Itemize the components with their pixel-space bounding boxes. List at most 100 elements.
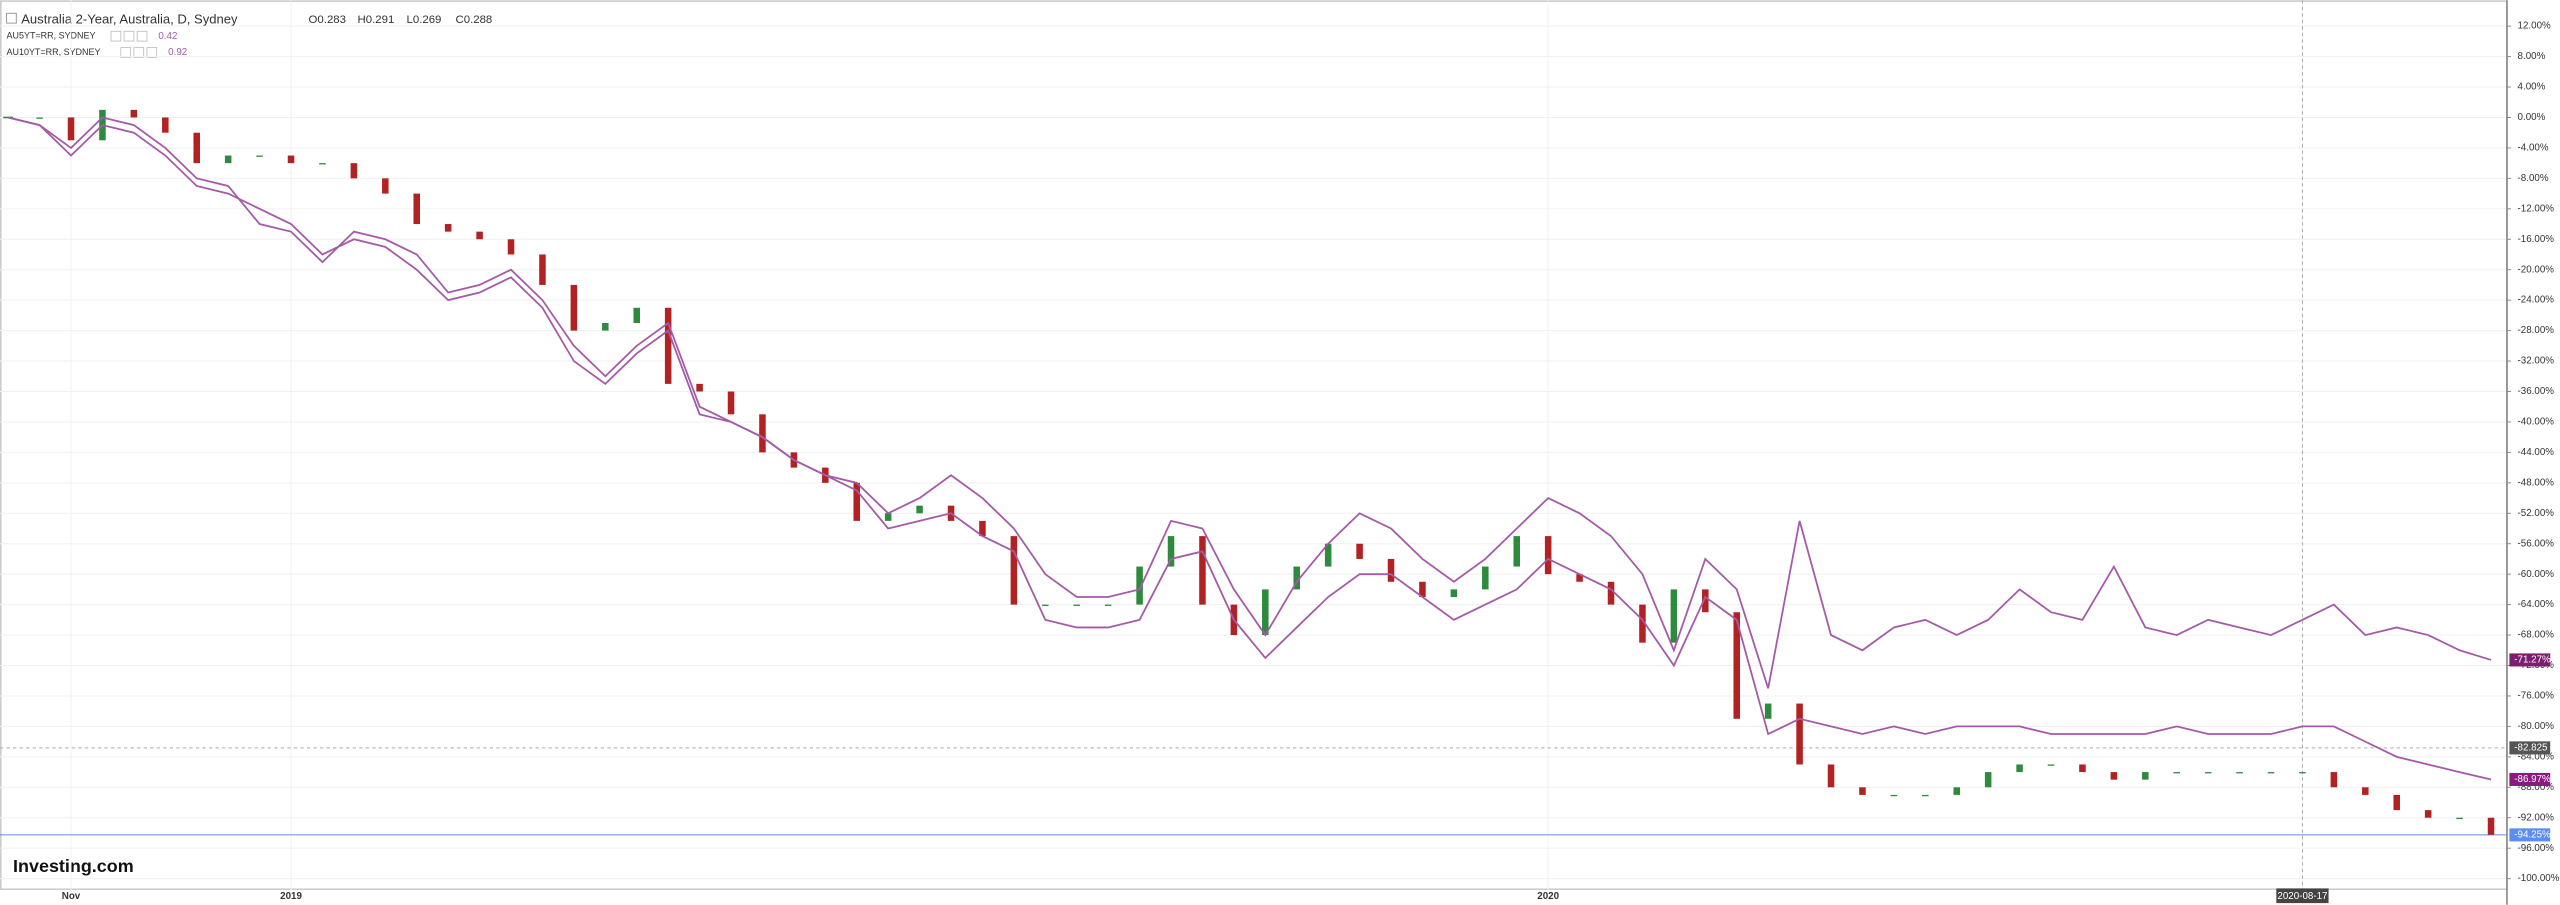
legend-price: 0.42 bbox=[158, 31, 177, 42]
candle bbox=[1199, 536, 1206, 605]
last-value-label: -86.97% bbox=[2514, 774, 2551, 785]
candle bbox=[1293, 566, 1300, 590]
legend-button[interactable] bbox=[133, 47, 145, 58]
candle bbox=[224, 155, 232, 164]
y-tick-label: -48.00% bbox=[2518, 477, 2555, 488]
candle bbox=[664, 307, 672, 384]
candle bbox=[287, 155, 295, 164]
candle bbox=[1104, 604, 1112, 606]
legend-button[interactable] bbox=[110, 30, 122, 42]
candle bbox=[602, 322, 609, 331]
candle bbox=[2173, 772, 2180, 774]
candle bbox=[570, 284, 578, 331]
candle bbox=[1513, 536, 1520, 567]
y-tick-label: -12.00% bbox=[2518, 203, 2555, 214]
candle bbox=[2047, 764, 2055, 766]
x-tick-label: Nov bbox=[62, 891, 81, 902]
ohlc-value: O0.283 bbox=[309, 14, 346, 26]
legend-name: AU5YT=RR, SYDNEY bbox=[7, 31, 96, 41]
candle bbox=[350, 163, 358, 179]
candle bbox=[1544, 536, 1552, 575]
last-value-tag bbox=[2509, 653, 2551, 667]
y-tick-label: -88.00% bbox=[2518, 782, 2555, 793]
candle bbox=[507, 239, 515, 255]
y-tick-label: -64.00% bbox=[2518, 599, 2555, 610]
candle bbox=[2079, 764, 2086, 773]
series-line bbox=[7, 116, 2492, 781]
candle bbox=[1450, 589, 1458, 598]
candle bbox=[1576, 574, 1583, 582]
legend-price: 0.92 bbox=[168, 47, 187, 58]
y-tick-label: 8.00% bbox=[2518, 51, 2546, 62]
last-value-label: -94.25% bbox=[2514, 829, 2551, 840]
candle bbox=[2362, 787, 2369, 795]
last-value-label: -71.27% bbox=[2514, 655, 2551, 666]
y-tick-label: -40.00% bbox=[2518, 417, 2555, 428]
candle bbox=[130, 109, 138, 118]
chart-title: Australia 2-Year, Australia, D, Sydney bbox=[21, 11, 238, 26]
candle bbox=[1702, 589, 1709, 613]
candle bbox=[1010, 536, 1018, 605]
y-tick-label: -52.00% bbox=[2518, 508, 2555, 519]
x-crosshair-tag bbox=[2276, 888, 2329, 904]
candle bbox=[1827, 764, 1835, 788]
y-tick-label: -68.00% bbox=[2518, 630, 2555, 641]
candle bbox=[2236, 772, 2243, 774]
ohlc-value: L0.269 bbox=[407, 14, 442, 26]
candle bbox=[916, 505, 923, 514]
candle bbox=[2299, 772, 2306, 774]
ohlc-value: C0.288 bbox=[456, 14, 493, 26]
y-tick-label: -28.00% bbox=[2518, 325, 2555, 336]
legend-button[interactable] bbox=[120, 47, 132, 58]
x-tick-label: 2020 bbox=[1537, 891, 1559, 902]
candle bbox=[1419, 581, 1426, 598]
candle bbox=[1639, 604, 1646, 643]
y-tick-label: -8.00% bbox=[2518, 173, 2549, 184]
candle bbox=[2016, 764, 2023, 773]
legend-name: AU10YT=RR, SYDNEY bbox=[7, 47, 101, 57]
y-tick-label: 0.00% bbox=[2518, 112, 2546, 123]
candle bbox=[853, 482, 860, 521]
candle bbox=[2456, 817, 2463, 820]
candle bbox=[1859, 787, 1866, 795]
candle bbox=[193, 132, 200, 164]
y-tick-label: -16.00% bbox=[2518, 234, 2555, 245]
candle bbox=[633, 307, 640, 323]
y-tick-label: -96.00% bbox=[2518, 843, 2555, 854]
candle bbox=[2110, 772, 2118, 780]
candle bbox=[319, 163, 326, 165]
y-tick-label: -60.00% bbox=[2518, 569, 2555, 580]
crosshair-label: -82.825 bbox=[2514, 742, 2548, 753]
y-tick-label: -56.00% bbox=[2518, 538, 2555, 549]
candle bbox=[413, 193, 420, 225]
legend-button[interactable] bbox=[136, 30, 148, 42]
candle bbox=[1796, 703, 1803, 765]
candle bbox=[1733, 612, 1740, 719]
y-tick-label: 4.00% bbox=[2518, 82, 2546, 93]
candle bbox=[1984, 772, 1992, 788]
candle bbox=[2267, 772, 2275, 774]
collapse-icon[interactable] bbox=[6, 12, 17, 24]
legend-button[interactable] bbox=[146, 47, 158, 58]
candle bbox=[1262, 589, 1269, 636]
y-tick-label: -92.00% bbox=[2518, 812, 2555, 823]
candle bbox=[1482, 566, 1489, 590]
candle bbox=[1136, 566, 1143, 605]
candle bbox=[1922, 794, 1929, 797]
candle bbox=[2142, 772, 2149, 780]
candle bbox=[256, 155, 263, 157]
y-tick-label: 12.00% bbox=[2518, 21, 2551, 32]
y-tick-label: -44.00% bbox=[2518, 447, 2555, 458]
candle bbox=[1607, 581, 1615, 605]
x-tick-label: 2019 bbox=[280, 891, 302, 902]
candle bbox=[1167, 536, 1175, 567]
crosshair-tag bbox=[2509, 741, 2551, 755]
candle bbox=[1953, 787, 1960, 795]
candle bbox=[476, 231, 483, 240]
candle bbox=[539, 254, 546, 285]
legend-button[interactable] bbox=[123, 30, 135, 42]
candle bbox=[1356, 543, 1363, 559]
candle bbox=[979, 520, 986, 537]
